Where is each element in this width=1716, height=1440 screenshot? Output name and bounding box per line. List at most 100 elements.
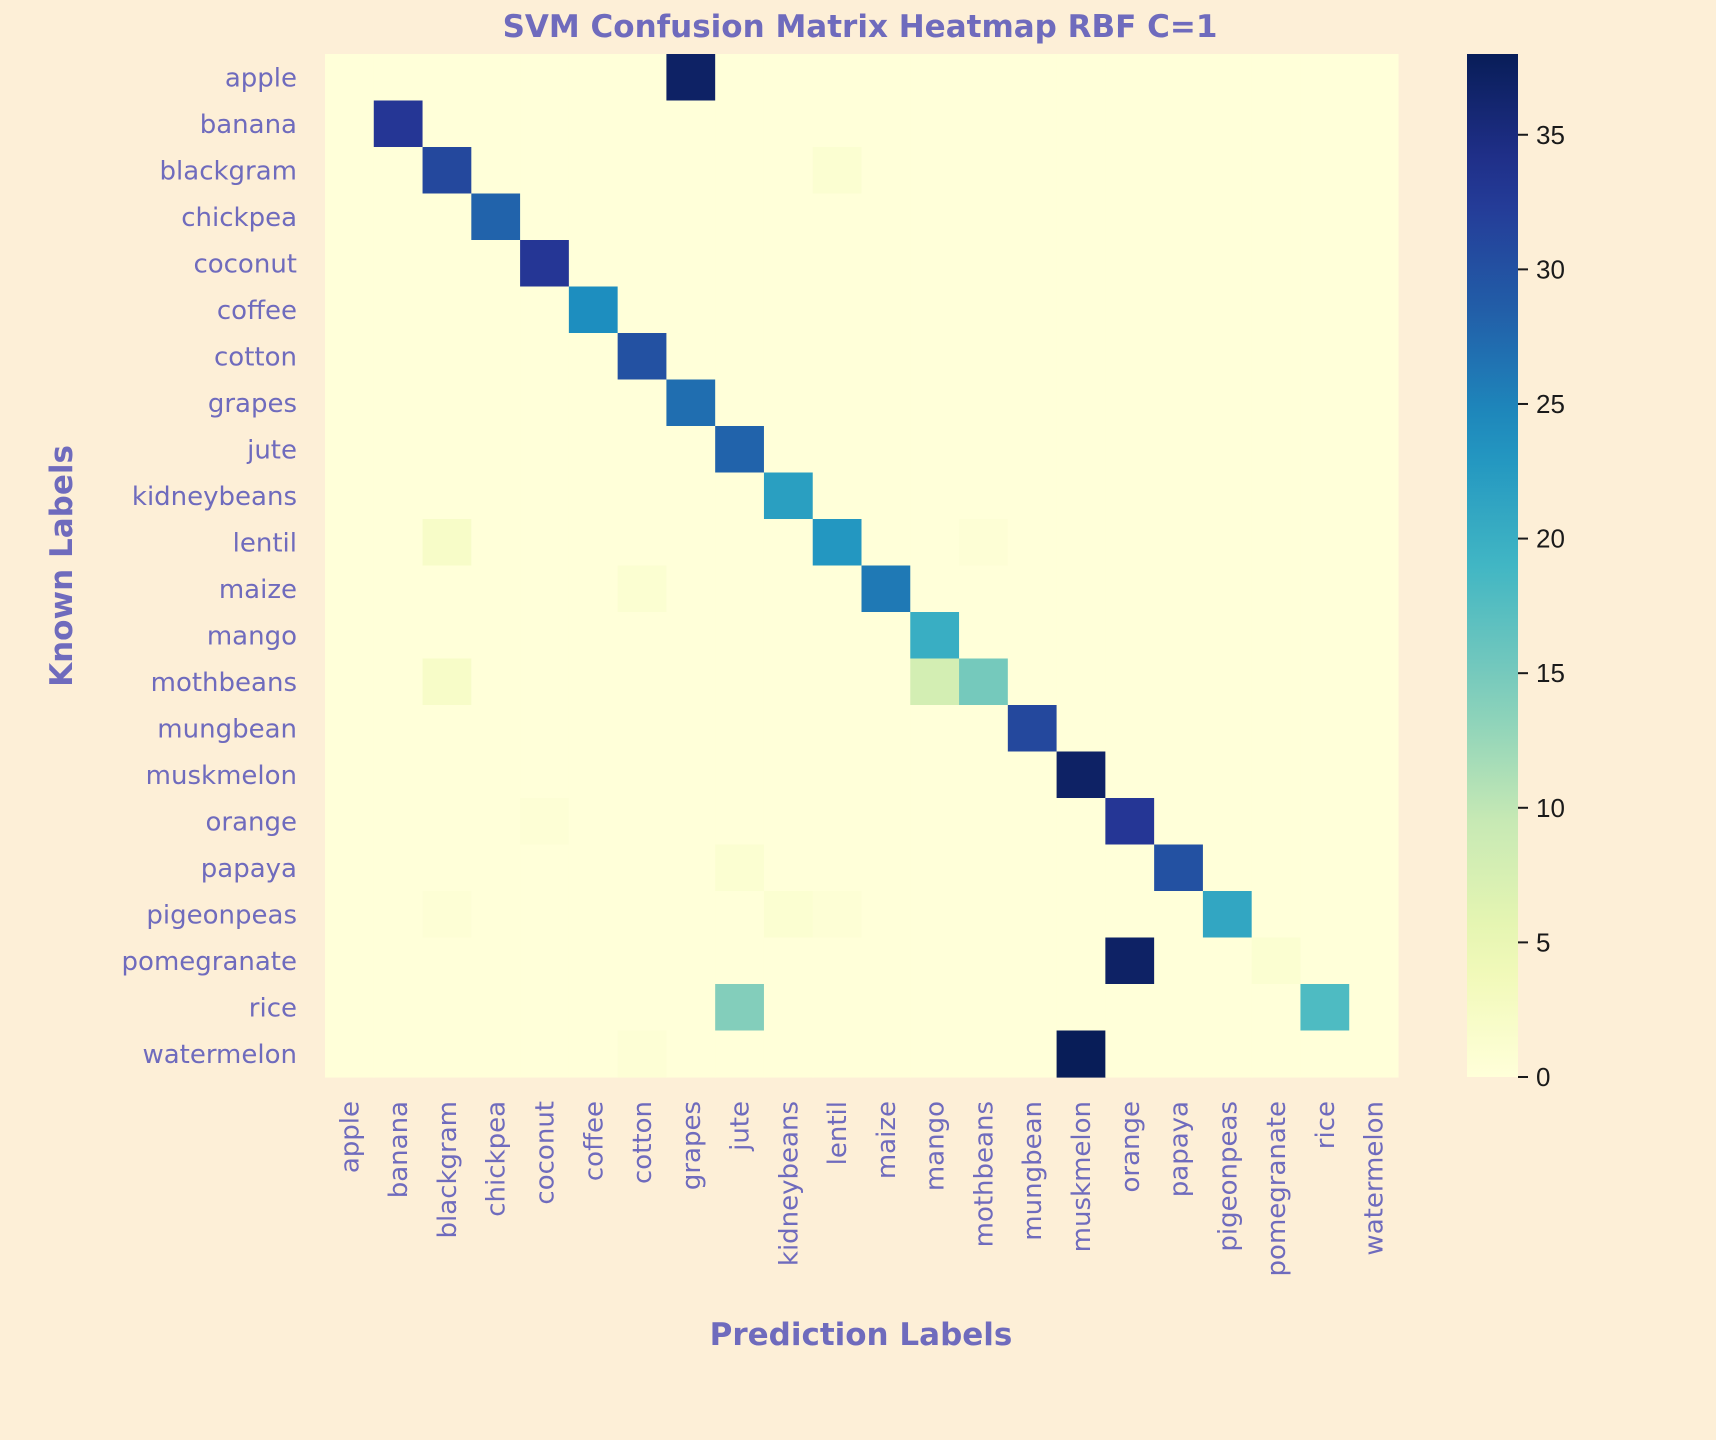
heatmap-cell-apple-muskmelon [1056,54,1106,102]
heatmap-cell-maize-muskmelon [1056,565,1106,613]
heatmap-cell-lentil-muskmelon [1056,519,1106,567]
heatmap-cell-lentil-cotton [617,519,668,567]
heatmap-cell-grapes-watermelon [1349,379,1399,427]
heatmap-cell-coffee-coffee [568,286,619,334]
colorbar-tick-label-5: 5 [1536,927,1550,957]
heatmap-cell-kidneybeans-papaya [1154,472,1204,520]
heatmap-cell-papaya-papaya [1154,844,1204,892]
heatmap-cell-rice-mungbean [1007,984,1058,1032]
heatmap-cell-watermelon-blackgram [422,1030,472,1078]
heatmap-cell-banana-grapes [666,100,716,148]
heatmap-cell-kidneybeans-orange [1105,472,1155,520]
heatmap-cell-muskmelon-maize [861,751,911,799]
heatmap-cell-coffee-lentil [812,286,863,334]
heatmap-cell-orange-rice [1300,798,1350,846]
heatmap-cell-pigeonpeas-grapes [666,891,716,939]
heatmap-cell-coffee-pomegranate [1251,286,1302,334]
heatmap-cell-maize-pomegranate [1251,565,1302,613]
heatmap-cell-banana-mothbeans [959,100,1009,148]
heatmap-cell-cotton-pomegranate [1251,333,1302,381]
heatmap-cell-chickpea-pomegranate [1251,193,1302,241]
heatmap-cell-orange-mothbeans [959,798,1009,846]
heatmap-cell-coffee-maize [861,286,911,334]
heatmap-cell-muskmelon-grapes [666,751,716,799]
heatmap-cell-jute-coffee [568,426,619,474]
heatmap-cell-coffee-muskmelon [1056,286,1106,334]
heatmap-cell-orange-apple [325,798,375,846]
heatmap-cell-banana-mango [910,100,960,148]
heatmap-cell-kidneybeans-coconut [520,472,570,520]
heatmap-cell-grapes-apple [325,379,375,427]
heatmap-cell-lentil-rice [1300,519,1350,567]
heatmap-cell-jute-maize [861,426,911,474]
heatmap-cell-apple-jute [715,54,765,102]
heatmap-cell-blackgram-jute [715,147,765,195]
heatmap-cell-grapes-coffee [568,379,619,427]
heatmap-cell-mango-chickpea [471,612,521,660]
heatmap-cell-coffee-rice [1300,286,1350,334]
heatmap-cell-apple-mothbeans [959,54,1009,102]
heatmap-cell-mothbeans-mothbeans [959,658,1009,706]
heatmap-cell-jute-rice [1300,426,1350,474]
heatmap-cell-apple-rice [1300,54,1350,102]
heatmap-cell-mango-cotton [617,612,668,660]
heatmap-cell-apple-coconut [520,54,570,102]
heatmap-cell-coconut-pomegranate [1251,240,1302,288]
heatmap-cell-mungbean-watermelon [1349,705,1399,753]
heatmap-cell-muskmelon-lentil [812,751,863,799]
heatmap-cell-chickpea-orange [1105,193,1155,241]
heatmap-cell-mango-muskmelon [1056,612,1106,660]
heatmap-cell-papaya-muskmelon [1056,844,1106,892]
heatmap-cell-pomegranate-lentil [812,937,863,985]
heatmap-cell-pigeonpeas-jute [715,891,765,939]
heatmap-cell-blackgram-grapes [666,147,716,195]
heatmap-cell-orange-grapes [666,798,716,846]
heatmap-cell-lentil-mothbeans [959,519,1009,567]
heatmap-cell-grapes-jute [715,379,765,427]
heatmap-cell-mungbean-blackgram [422,705,472,753]
heatmap-cell-maize-chickpea [471,565,521,613]
heatmap-cell-papaya-coconut [520,844,570,892]
heatmap-cell-pomegranate-cotton [617,937,668,985]
heatmap-cell-blackgram-chickpea [471,147,521,195]
heatmap-cell-cotton-banana [373,333,424,381]
row-label-banana: banana [200,110,297,140]
heatmap-cell-rice-mango [910,984,960,1032]
heatmap-cell-lentil-apple [325,519,375,567]
heatmap-cell-cotton-lentil [812,333,863,381]
heatmap-cell-chickpea-coffee [568,193,619,241]
row-label-mothbeans: mothbeans [151,668,297,698]
heatmap-cell-kidneybeans-maize [861,472,911,520]
heatmap-cell-watermelon-kidneybeans [763,1030,814,1078]
col-label-jute: jute [726,1101,756,1152]
heatmap-cell-maize-mungbean [1007,565,1058,613]
heatmap-cell-rice-kidneybeans [763,984,814,1032]
heatmap-cell-orange-mango [910,798,960,846]
heatmap-cell-apple-coffee [568,54,619,102]
heatmap-cell-orange-muskmelon [1056,798,1106,846]
heatmap-cell-cotton-maize [861,333,911,381]
heatmap-cell-blackgram-cotton [617,147,668,195]
colorbar-tick-label-25: 25 [1536,389,1565,419]
heatmap-cell-maize-rice [1300,565,1350,613]
heatmap-cell-rice-lentil [812,984,863,1032]
col-label-grapes: grapes [677,1101,707,1190]
col-label-orange: orange [1116,1101,1146,1193]
heatmap-cell-kidneybeans-mango [910,472,960,520]
heatmap-cell-apple-mungbean [1007,54,1058,102]
heatmap-cell-pigeonpeas-cotton [617,891,668,939]
heatmap-cell-muskmelon-coffee [568,751,619,799]
heatmap-cell-jute-coconut [520,426,570,474]
heatmap-cell-pomegranate-pigeonpeas [1202,937,1253,985]
heatmap-cell-muskmelon-mungbean [1007,751,1058,799]
heatmap-cell-mungbean-grapes [666,705,716,753]
col-label-muskmelon: muskmelon [1067,1101,1097,1252]
heatmap-cell-coconut-apple [325,240,375,288]
heatmap-cell-mango-rice [1300,612,1350,660]
col-label-pigeonpeas: pigeonpeas [1213,1101,1243,1252]
heatmap-cell-coffee-orange [1105,286,1155,334]
heatmap-cell-chickpea-papaya [1154,193,1204,241]
heatmap-cell-pomegranate-mungbean [1007,937,1058,985]
heatmap-cell-mungbean-papaya [1154,705,1204,753]
heatmap-cell-apple-orange [1105,54,1155,102]
